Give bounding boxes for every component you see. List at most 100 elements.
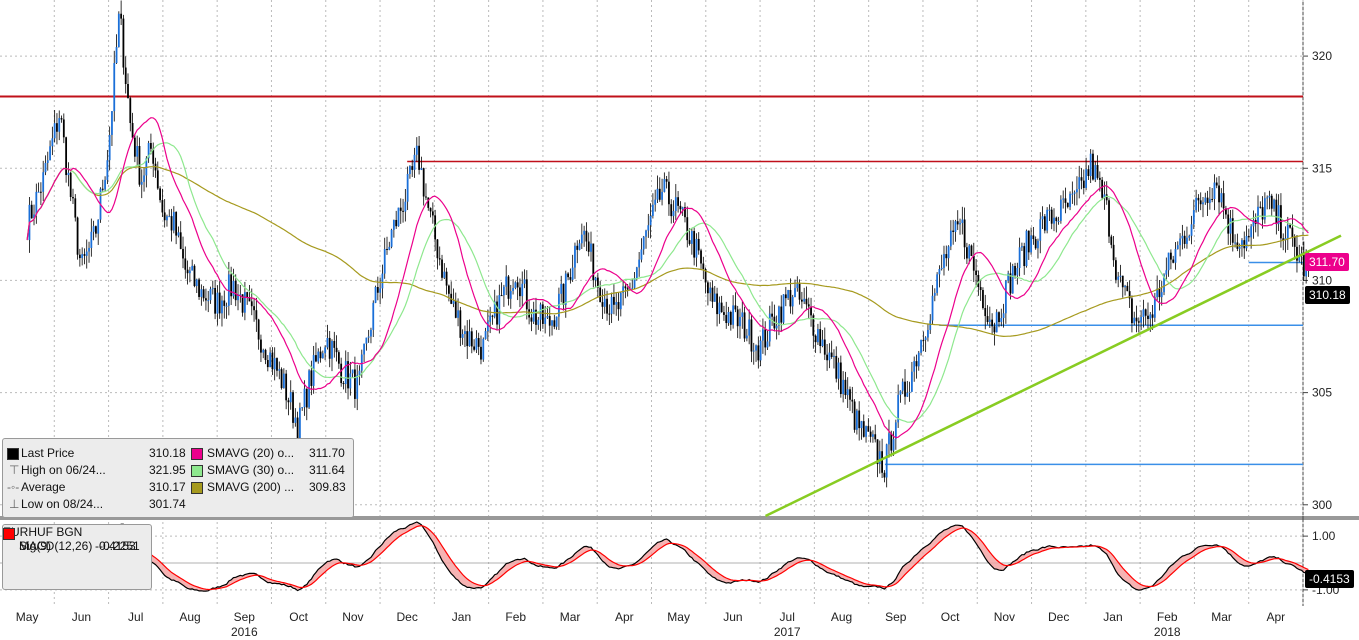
price-candle: [1238, 246, 1241, 249]
price-candle: [299, 407, 301, 440]
price-candle: [1291, 227, 1294, 238]
price-candle: [982, 290, 984, 309]
price-candle: [202, 289, 205, 299]
price-candle: [113, 63, 116, 112]
price-candle: [466, 331, 469, 347]
price-candle: [276, 358, 278, 371]
price-candle: [175, 212, 178, 236]
price-candle: [1222, 193, 1225, 209]
price-candle: [1027, 230, 1030, 253]
legend-value: 311.64: [309, 463, 345, 477]
last-price-tag: 310.18: [1305, 286, 1350, 304]
price-candle: [1018, 247, 1021, 268]
price-candle: [668, 181, 670, 205]
price-candle: [218, 292, 221, 314]
price-candle: [977, 274, 980, 288]
price-candle: [826, 354, 828, 361]
price-candle: [397, 207, 400, 227]
price-candle: [1007, 273, 1010, 281]
price-candle: [122, 18, 125, 68]
price-candle: [177, 232, 180, 236]
price-candle: [532, 309, 535, 322]
price-candle: [803, 298, 806, 302]
price-candle: [193, 265, 196, 287]
price-candle: [679, 205, 682, 210]
price-candle: [1110, 236, 1113, 245]
price-candle: [624, 286, 627, 289]
price-candle: [223, 300, 226, 306]
price-candle: [993, 326, 996, 333]
price-candle: [1257, 206, 1259, 224]
price-candle: [555, 316, 558, 327]
price-candle: [1158, 288, 1161, 298]
price-candle: [1259, 206, 1262, 208]
price-candle: [69, 172, 72, 197]
price-candle: [759, 340, 762, 361]
x-tick-label: May: [16, 610, 39, 624]
price-candle: [1302, 253, 1305, 277]
price-candle: [1211, 198, 1214, 200]
price-candle: [413, 154, 416, 170]
price-candle: [922, 339, 925, 341]
price-candle: [576, 245, 579, 250]
price-candle: [640, 249, 643, 260]
price-candle: [940, 267, 943, 269]
x-tick-label: Nov: [342, 610, 363, 624]
price-candle: [356, 374, 359, 399]
price-candle: [1206, 197, 1209, 204]
legend-label: Last Price: [21, 446, 75, 460]
price-candle: [35, 191, 38, 215]
price-candle: [1183, 235, 1186, 244]
price-candle: [888, 433, 890, 445]
price-candle: [560, 283, 563, 294]
x-tick-label: Oct: [289, 610, 308, 624]
legend-value: 310.17: [149, 480, 186, 494]
price-candle: [1190, 224, 1193, 236]
price-candle: [998, 312, 1000, 323]
price-candle: [1220, 193, 1223, 203]
price-candle: [619, 292, 622, 310]
price-candle: [172, 212, 175, 231]
price-candle: [480, 346, 482, 360]
macd-y-tick-label: 1.00: [1312, 529, 1336, 543]
price-candle: [271, 352, 274, 370]
price-candle: [956, 221, 959, 225]
price-candle: [1263, 198, 1266, 220]
price-candle: [168, 216, 171, 218]
price-candle: [234, 280, 237, 301]
price-candle: [427, 197, 430, 208]
price-candle: [461, 334, 464, 338]
price-candle: [1014, 265, 1016, 276]
price-candle: [1085, 169, 1087, 188]
price-candle: [253, 306, 255, 311]
price-candle: [331, 340, 333, 359]
price-candle: [243, 292, 246, 313]
price-candle: [945, 254, 948, 259]
price-candle: [505, 276, 508, 287]
price-candle: [266, 360, 269, 368]
price-candle: [170, 216, 173, 231]
price-candle: [182, 248, 184, 259]
x-tick-label: Feb: [505, 610, 526, 624]
price-candle: [523, 279, 526, 284]
price-candle: [917, 352, 920, 367]
price-candle: [920, 339, 922, 353]
price-candle: [656, 188, 659, 200]
price-candle: [507, 276, 510, 299]
price-candle: [892, 439, 895, 451]
price-candle: [883, 472, 886, 478]
price-candle: [255, 310, 258, 320]
price-candle: [968, 245, 971, 259]
price-candle: [1021, 246, 1023, 248]
price-candle: [975, 270, 977, 275]
y-tick-label: 315: [1312, 161, 1332, 175]
price-candle: [720, 302, 723, 313]
y-tick-label: 310: [1312, 273, 1332, 287]
price-candle: [406, 173, 409, 202]
price-candle: [642, 236, 645, 250]
price-candle: [441, 259, 443, 278]
price-candle: [924, 337, 927, 340]
signal-line: [26, 525, 1309, 591]
price-candle: [881, 451, 883, 473]
high-marker-icon: ⊤: [9, 463, 20, 477]
